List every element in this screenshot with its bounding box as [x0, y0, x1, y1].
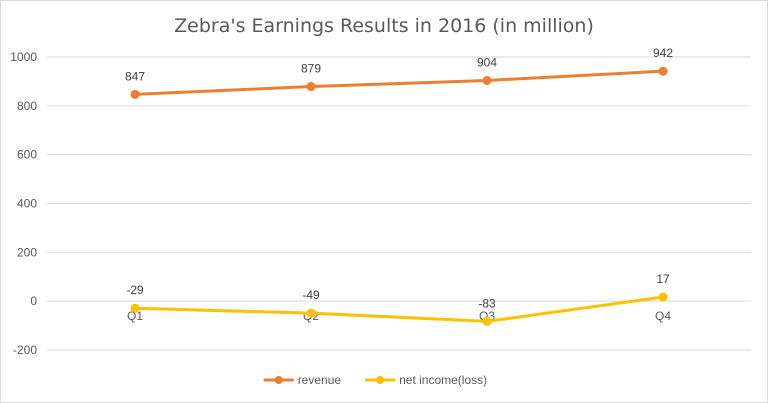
- legend-label: revenue: [298, 373, 342, 387]
- y-tick-label: 400: [17, 197, 37, 211]
- data-point: [658, 66, 668, 76]
- data-label: 847: [125, 69, 145, 83]
- data-label: 942: [653, 46, 673, 60]
- data-point: [482, 316, 492, 326]
- y-tick-label: 0: [30, 294, 37, 308]
- series-line-1: [133, 295, 665, 323]
- y-tick-label: -200: [13, 343, 37, 357]
- y-tick-label: 600: [17, 148, 37, 162]
- data-label: 17: [656, 272, 670, 286]
- data-point: [306, 82, 316, 92]
- legend-marker: [376, 376, 385, 384]
- y-tick-label: 200: [17, 245, 37, 259]
- legend-marker: [274, 376, 283, 384]
- data-point: [658, 292, 668, 302]
- y-tick-label: 800: [17, 99, 37, 113]
- x-tick-label: Q4: [655, 309, 671, 323]
- legend-label: net income(loss): [399, 373, 487, 387]
- data-label: -29: [126, 283, 144, 297]
- data-point: [130, 89, 140, 99]
- data-point: [482, 75, 492, 85]
- data-label: 904: [477, 55, 497, 69]
- data-label: -83: [478, 296, 496, 310]
- data-point: [130, 303, 140, 313]
- data-label: -49: [302, 288, 320, 302]
- series-line-0: [133, 69, 665, 96]
- data-point: [306, 308, 316, 318]
- data-label: 879: [301, 62, 321, 76]
- y-tick-label: 1000: [10, 50, 37, 64]
- chart-title: Zebra's Earnings Results in 2016 (in mil…: [174, 15, 594, 37]
- x-tick-label: Q1: [127, 309, 143, 323]
